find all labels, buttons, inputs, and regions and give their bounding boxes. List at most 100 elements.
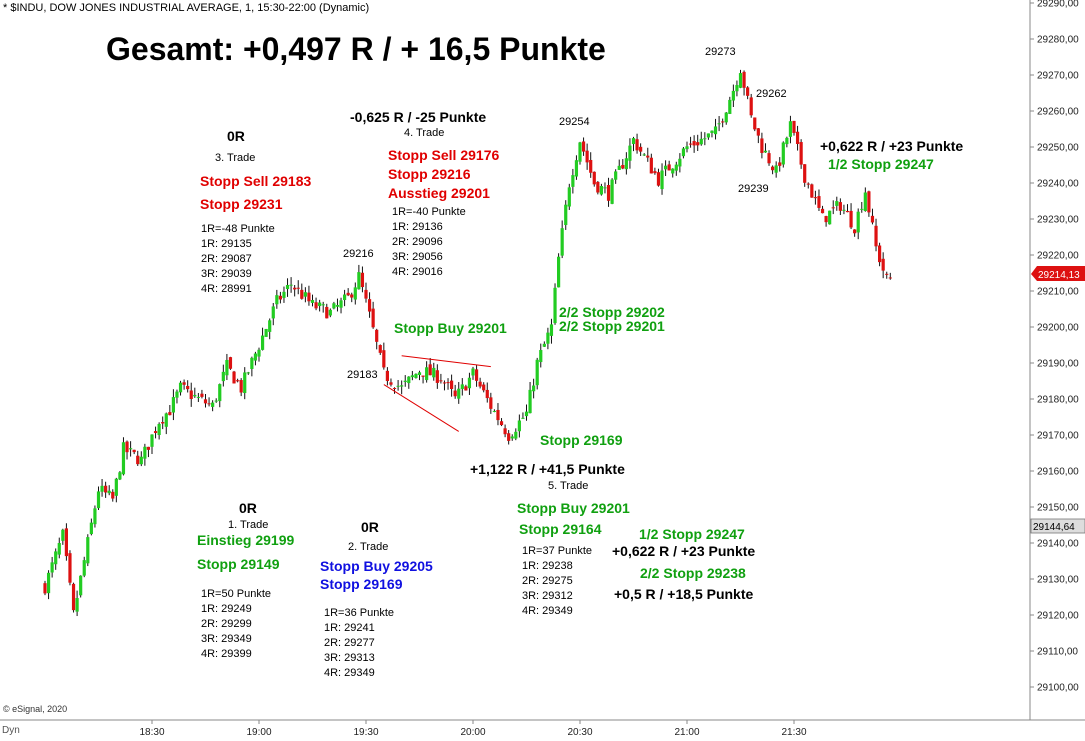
candle-down [168, 412, 172, 416]
candle-up [542, 343, 546, 347]
y-tick-label: 29200,00 [1037, 323, 1079, 334]
annotation-half-stop-mid: 1/2 Stopp 29247 [639, 526, 745, 542]
candle-down [499, 421, 504, 426]
candle-down [767, 153, 771, 164]
trade-2-r-line: 1R: 29241 [324, 622, 375, 634]
candle-down [446, 382, 450, 384]
y-tick-label: 29270,00 [1037, 71, 1079, 82]
annotation-second-half-result: +0,5 R / +18,5 Punkte [614, 586, 754, 602]
trade-1-r-line: 3R: 29349 [201, 633, 252, 645]
candle-down [364, 289, 368, 299]
candle-down [68, 553, 72, 583]
trade-4-r-line: 2R: 29096 [392, 236, 443, 248]
candle-down [482, 384, 486, 391]
candle-up [143, 446, 147, 459]
annotation-half-stop-mid-result: +0,622 R / +23 Punkte [612, 543, 756, 559]
candle-down [278, 295, 282, 300]
candle-down [367, 299, 372, 312]
candle-down [878, 245, 882, 263]
candle-down [104, 485, 108, 493]
trade-1-result: 0R [239, 500, 257, 516]
candle-down [813, 197, 817, 199]
candle-down [64, 528, 68, 557]
candle-down [485, 389, 489, 399]
candle-up [728, 99, 732, 114]
candle-up [107, 490, 111, 494]
candle-down [803, 164, 807, 183]
y-tick-label: 29230,00 [1037, 215, 1079, 226]
candle-up [357, 272, 361, 290]
candle-up [275, 295, 279, 305]
candle-up [400, 385, 404, 387]
y-tick-label: 29180,00 [1037, 395, 1079, 406]
candle-down [649, 157, 653, 174]
dyn-toggle[interactable]: Dyn [2, 725, 20, 736]
candle-up [46, 572, 51, 594]
candle-up [521, 417, 525, 419]
candle-up [414, 373, 418, 379]
candle-down [132, 449, 136, 453]
trade-3-stop-sell: Stopp Sell 29183 [200, 173, 312, 189]
candle-up [246, 372, 250, 374]
candle-up [396, 385, 400, 387]
candle-down [43, 583, 47, 594]
trade-3-title: 3. Trade [215, 152, 256, 164]
candle-down [346, 292, 350, 296]
prev-close-marker [1030, 518, 1085, 534]
candle-up [835, 201, 839, 206]
x-tick-label: 21:00 [674, 727, 699, 738]
candle-up [624, 158, 628, 170]
candle-up [268, 320, 272, 332]
candle-up [157, 423, 161, 436]
candle-up [738, 73, 743, 88]
candle-up [214, 400, 218, 402]
axis-ticks: 29290,00 29280,00 29270,00 29260,00 29250,00… [139, 0, 1079, 738]
candle-down [656, 172, 661, 186]
candle-up [171, 397, 175, 413]
candle-up [642, 154, 646, 156]
candle-up [514, 431, 518, 439]
candle-down [806, 183, 810, 185]
trade-1-r-line: 2R: 29299 [201, 618, 252, 630]
candle-up [150, 434, 154, 447]
candle-up [564, 204, 568, 226]
candle-up [614, 171, 618, 180]
candle-down [503, 428, 507, 435]
candle-down [881, 258, 885, 271]
y-tick-label: 29190,00 [1037, 359, 1079, 370]
candle-up [425, 367, 429, 381]
trade-4-stop: Stopp 29216 [388, 166, 471, 182]
candle-up [763, 150, 768, 153]
candle-down [125, 441, 129, 453]
y-tick-label: 29280,00 [1037, 35, 1079, 46]
candle-down [742, 71, 746, 88]
candle-down [385, 370, 389, 382]
candle-up [250, 357, 254, 369]
candle-up [724, 112, 728, 123]
candle-up [75, 598, 79, 612]
trade-3-result: 0R [227, 128, 245, 144]
candle-up [218, 384, 222, 402]
trade-3-r-line: 1R=-48 Punkte [201, 223, 275, 235]
trade-4-r-line: 1R: 29136 [392, 221, 443, 233]
candle-up [257, 349, 261, 357]
candle-up [100, 485, 104, 492]
candle-up [546, 332, 550, 344]
candle-down [870, 215, 875, 223]
x-tick-label: 18:30 [139, 727, 164, 738]
candle-up [510, 436, 514, 439]
trade-2-r-line: 2R: 29277 [324, 637, 375, 649]
candle-up [211, 402, 215, 407]
candle-down [749, 97, 753, 116]
candle-up [842, 209, 846, 211]
candle-down [667, 164, 671, 171]
candle-up [535, 359, 539, 386]
candle-up [785, 137, 789, 145]
candle-down [646, 155, 650, 158]
trade-4-title: 4. Trade [404, 127, 445, 139]
candle-down [296, 287, 300, 289]
candle-down [439, 380, 443, 382]
candle-down [307, 292, 311, 302]
candle-down [635, 139, 639, 151]
